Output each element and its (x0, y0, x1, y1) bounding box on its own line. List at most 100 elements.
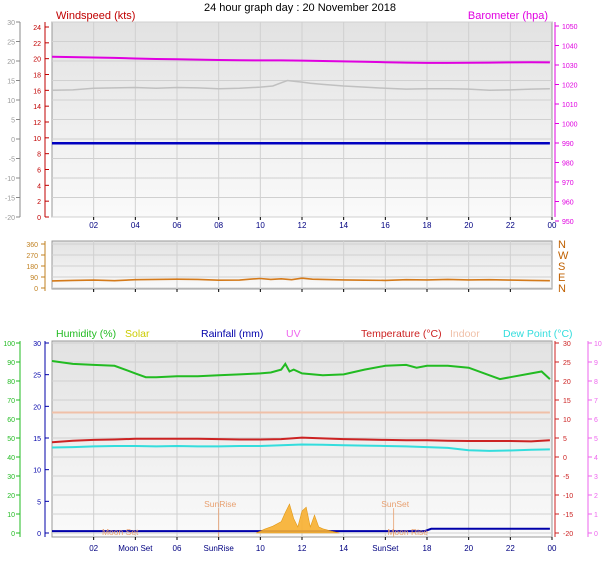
legend-label: Dew Point (°C) (503, 328, 573, 340)
x-tick-label: SunRise (204, 544, 235, 553)
dew-line (51, 443, 550, 452)
y-tick-label: 6 (37, 168, 41, 175)
y-tick-label: 15 (563, 398, 571, 405)
wind-axes: 302520151050-5-10-15-2024222018161412108… (5, 20, 578, 230)
x-tick-label: SunSet (372, 544, 399, 553)
legend-label: Temperature (°C) (361, 328, 442, 340)
temperature-series (51, 360, 551, 534)
x-tick-label: 00 (548, 221, 557, 230)
compass-label: E (558, 272, 565, 284)
y-tick-label: 90 (7, 360, 15, 367)
x-tick-label: 04 (131, 221, 140, 230)
y-tick-label: 970 (562, 180, 574, 187)
x-tick-label: 12 (298, 544, 307, 553)
y-tick-label: -20 (5, 215, 15, 222)
y-tick-label: 30 (563, 341, 571, 348)
y-tick-label: 0 (563, 455, 567, 462)
y-tick-label: 5 (563, 436, 567, 443)
y-tick-label: 20 (7, 59, 15, 66)
y-tick-label: 1050 (562, 24, 578, 31)
x-tick-label: 00 (548, 544, 557, 553)
annotation-label: Moon Set (102, 527, 139, 537)
annotation-label: SunRise (204, 499, 236, 509)
y-tick-label: 180 (26, 264, 38, 271)
y-tick-label: 4 (594, 455, 598, 462)
y-tick-label: 10 (7, 512, 15, 519)
y-tick-label: 1020 (562, 83, 578, 90)
y-tick-label: 950 (562, 219, 574, 226)
y-tick-label: 7 (594, 398, 598, 405)
y-tick-label: 25 (33, 373, 41, 380)
y-tick-label: -10 (5, 176, 15, 183)
x-tick-label: 02 (89, 544, 98, 553)
y-tick-label: 0 (37, 531, 41, 538)
y-tick-label: 3 (594, 474, 598, 481)
y-tick-label: 0 (37, 215, 41, 222)
y-tick-label: 8 (594, 379, 598, 386)
compass-label: W (558, 250, 569, 262)
y-tick-label: 10 (594, 341, 602, 348)
x-tick-label: 18 (423, 221, 432, 230)
y-tick-label: 2 (594, 493, 598, 500)
compass-label: S (558, 261, 565, 273)
x-tick-label: 20 (464, 221, 473, 230)
y-tick-label: 960 (562, 200, 574, 207)
humidity-line (51, 360, 551, 381)
temperature-axes: 1009080706050403020100302520151050302520… (3, 341, 602, 553)
x-tick-label: Moon Set (118, 544, 153, 553)
y-tick-label: 2 (37, 199, 41, 206)
y-tick-label: 100 (3, 341, 15, 348)
y-tick-label: 8 (37, 152, 41, 159)
y-tick-label: -15 (563, 512, 573, 519)
y-tick-label: 14 (33, 104, 41, 111)
y-tick-label: 10 (33, 468, 41, 475)
y-tick-label: 360 (26, 242, 38, 249)
annotation-label: SunSet (381, 499, 410, 509)
x-tick-label: 16 (381, 221, 390, 230)
y-tick-label: 15 (7, 79, 15, 86)
y-tick-label: 30 (33, 341, 41, 348)
x-tick-label: 14 (339, 221, 348, 230)
x-tick-label: 02 (89, 221, 98, 230)
y-tick-label: 20 (33, 57, 41, 64)
legend-label: Indoor (450, 328, 480, 340)
x-tick-label: 12 (298, 221, 307, 230)
y-tick-label: 1010 (562, 102, 578, 109)
y-tick-label: 80 (7, 379, 15, 386)
y-tick-label: 22 (33, 41, 41, 48)
y-tick-label: 30 (7, 474, 15, 481)
y-tick-label: 0 (594, 531, 598, 538)
y-tick-label: 70 (7, 398, 15, 405)
direction-line (51, 277, 550, 282)
y-tick-label: 990 (562, 141, 574, 148)
barometer-axis-title: Barometer (hpa) (468, 10, 548, 22)
compass-label: N (558, 283, 566, 295)
x-tick-label: 14 (339, 544, 348, 553)
y-tick-label: 0 (11, 137, 15, 144)
legend-label: UV (286, 328, 301, 340)
y-tick-label: 25 (7, 40, 15, 47)
page-title: 24 hour graph day : 20 November 2018 (204, 2, 396, 14)
direction-series (51, 277, 550, 282)
legend-label: Humidity (%) (56, 328, 116, 340)
y-tick-label: 24 (33, 25, 41, 32)
y-tick-label: 20 (7, 493, 15, 500)
y-tick-label: 25 (563, 360, 571, 367)
y-tick-label: 980 (562, 161, 574, 168)
y-tick-label: 1030 (562, 63, 578, 70)
baro-line (51, 55, 550, 64)
y-tick-label: 15 (33, 436, 41, 443)
wind-series (51, 55, 550, 145)
y-tick-label: 1040 (562, 44, 578, 51)
y-tick-label: -10 (563, 493, 573, 500)
x-tick-label: 22 (506, 544, 515, 553)
annotation-label: Moon Rise (387, 527, 428, 537)
y-tick-label: 50 (7, 436, 15, 443)
gust-line (51, 79, 550, 92)
y-tick-label: 6 (594, 417, 598, 424)
y-tick-label: 4 (37, 183, 41, 190)
y-tick-label: -15 (5, 196, 15, 203)
solar-area (256, 503, 340, 534)
